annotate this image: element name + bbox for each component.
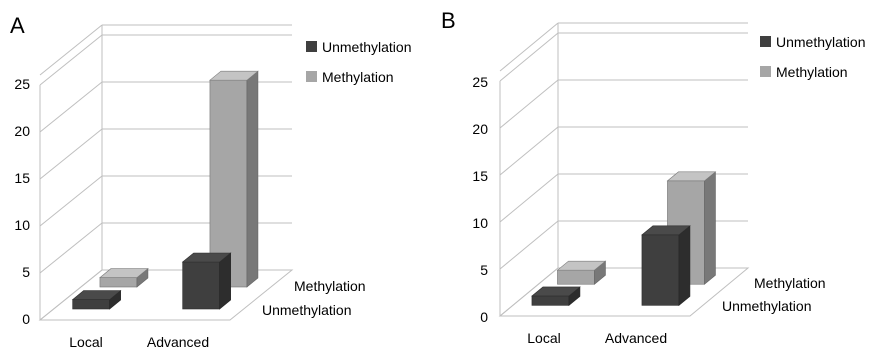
bar-front-face (72, 299, 110, 310)
y-tick-label: 15 (472, 168, 488, 184)
panel-label: B (441, 8, 456, 33)
gridline-diagonal (499, 220, 559, 270)
bar-side-face (246, 70, 259, 288)
legend-swatch-methylation (306, 71, 317, 82)
chart-floor (498, 267, 750, 317)
bar-side-face (704, 171, 716, 285)
bars (531, 171, 717, 306)
bar-unmethylation-advanced (181, 252, 232, 310)
legend-swatch-unmethylation (760, 36, 771, 47)
legend: Unmethylation Methylation (306, 39, 412, 85)
bar-top-face (181, 252, 232, 263)
gridline-diagonal (39, 128, 103, 180)
y-tick-label: 5 (22, 264, 30, 280)
y-tick-label: 0 (22, 311, 30, 327)
bar-top-face (71, 290, 122, 300)
bar-unmethylation-local (531, 286, 581, 306)
chart-floor (38, 269, 294, 321)
bar-top-face (209, 70, 259, 81)
panel-label: A (10, 13, 25, 38)
x-category-label: Advanced (147, 334, 209, 350)
y-tick-label: 0 (480, 309, 488, 325)
gridline-diagonal (39, 222, 103, 274)
gridline-diagonal (499, 126, 559, 176)
bars (71, 70, 259, 310)
depth-category-label: Unmethylation (262, 302, 352, 318)
legend-swatch-methylation (760, 66, 771, 77)
gridline-diagonal (499, 173, 559, 223)
bar-methylation-local (99, 267, 149, 288)
gridline-diagonal (39, 34, 103, 86)
bar-front-face (531, 295, 570, 306)
gridline-diagonal (499, 22, 559, 72)
bar-top-face (666, 171, 717, 182)
bar-unmethylation-advanced (641, 225, 691, 306)
legend-swatch-unmethylation (306, 41, 317, 52)
chart-walls (38, 24, 294, 321)
bar-front-face (182, 261, 220, 310)
y-tick-label: 10 (14, 217, 30, 233)
bar-methylation-local (556, 260, 607, 285)
gridline-diagonal (39, 24, 103, 76)
gridline-diagonal (39, 175, 103, 227)
depth-category-label: Methylation (294, 278, 366, 294)
legend-label: Methylation (322, 69, 394, 85)
gridline-diagonal (499, 79, 559, 129)
bar-top-face (531, 286, 581, 297)
y-axis-ticks: 0 5 10 15 20 25 (472, 74, 488, 325)
y-tick-label: 25 (14, 76, 30, 92)
x-category-label: Local (69, 334, 102, 350)
y-tick-label: 10 (472, 215, 488, 231)
bar-front-face (99, 277, 138, 288)
y-tick-label: 20 (14, 123, 30, 139)
bar-top-face (641, 225, 691, 236)
panel-a: A 0 5 10 15 20 25 Local Advanced Methyla… (10, 13, 412, 350)
legend-label: Unmethylation (322, 39, 412, 55)
bar-front-face (209, 79, 248, 288)
y-tick-label: 5 (480, 262, 488, 278)
bar-side-face (219, 252, 231, 310)
bar-front-face (557, 269, 595, 285)
y-axis-ticks: 0 5 10 15 20 25 (14, 76, 30, 327)
depth-category-label: Methylation (754, 275, 826, 291)
x-category-label: Advanced (605, 330, 667, 346)
bar-methylation-advanced (209, 70, 259, 288)
y-tick-label: 20 (472, 121, 488, 137)
legend: Unmethylation Methylation (760, 34, 866, 80)
bar-unmethylation-local (71, 289, 122, 310)
y-tick-label: 25 (472, 74, 488, 90)
x-category-label: Local (527, 330, 560, 346)
depth-category-label: Unmethylation (722, 298, 812, 314)
legend-label: Unmethylation (776, 34, 866, 50)
bar-side-face (678, 225, 691, 306)
legend-label: Methylation (776, 64, 848, 80)
bar-top-face (556, 260, 607, 271)
bar-top-face (99, 268, 149, 278)
y-tick-label: 15 (14, 170, 30, 186)
gridline-diagonal (39, 81, 103, 133)
chart-walls (498, 22, 750, 317)
panel-b: B 0 5 10 15 20 25 Local Advanced Methyla… (441, 8, 866, 346)
bar-front-face (641, 234, 680, 306)
gridline-diagonal (499, 32, 559, 82)
